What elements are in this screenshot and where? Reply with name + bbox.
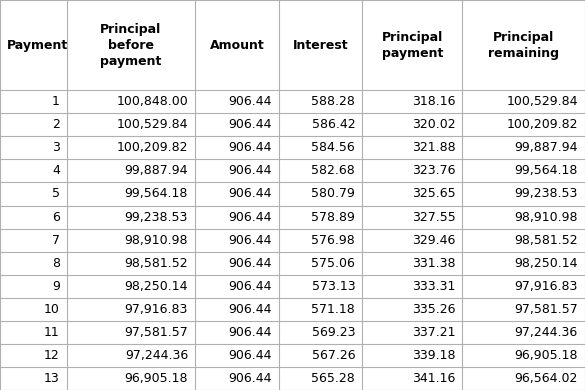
Text: 7: 7 <box>52 234 60 246</box>
Text: 569.23: 569.23 <box>312 326 355 339</box>
Text: 96,905.18: 96,905.18 <box>125 372 188 385</box>
Text: 341.16: 341.16 <box>412 372 456 385</box>
Text: 327.55: 327.55 <box>412 211 456 223</box>
Text: 96,564.02: 96,564.02 <box>515 372 578 385</box>
Text: 586.42: 586.42 <box>312 118 355 131</box>
Text: 578.89: 578.89 <box>311 211 355 223</box>
Text: 321.88: 321.88 <box>412 141 456 154</box>
Text: 588.28: 588.28 <box>311 95 355 108</box>
Text: 906.44: 906.44 <box>228 280 271 293</box>
Text: 331.38: 331.38 <box>412 257 456 269</box>
Text: 12: 12 <box>44 349 60 362</box>
Text: 906.44: 906.44 <box>228 349 271 362</box>
Text: 100,209.82: 100,209.82 <box>507 118 578 131</box>
Text: 906.44: 906.44 <box>228 188 271 200</box>
Text: 99,887.94: 99,887.94 <box>514 141 578 154</box>
Text: 98,581.52: 98,581.52 <box>125 257 188 269</box>
Text: 97,244.36: 97,244.36 <box>125 349 188 362</box>
Text: 906.44: 906.44 <box>228 95 271 108</box>
Text: 6: 6 <box>52 211 60 223</box>
Text: 98,250.14: 98,250.14 <box>514 257 578 269</box>
Text: 100,529.84: 100,529.84 <box>507 95 578 108</box>
Text: 98,581.52: 98,581.52 <box>514 234 578 246</box>
Text: 325.65: 325.65 <box>412 188 456 200</box>
Text: Amount: Amount <box>209 39 264 51</box>
Text: 100,209.82: 100,209.82 <box>116 141 188 154</box>
Text: 99,238.53: 99,238.53 <box>125 211 188 223</box>
Text: 97,916.83: 97,916.83 <box>515 280 578 293</box>
Text: 906.44: 906.44 <box>228 234 271 246</box>
Text: Principal
payment: Principal payment <box>381 30 443 60</box>
Text: 100,848.00: 100,848.00 <box>116 95 188 108</box>
Text: 320.02: 320.02 <box>412 118 456 131</box>
Text: 11: 11 <box>44 326 60 339</box>
Text: 906.44: 906.44 <box>228 326 271 339</box>
Text: 571.18: 571.18 <box>311 303 355 316</box>
Text: 96,905.18: 96,905.18 <box>514 349 578 362</box>
Text: 337.21: 337.21 <box>412 326 456 339</box>
Text: 906.44: 906.44 <box>228 372 271 385</box>
Text: 100,529.84: 100,529.84 <box>116 118 188 131</box>
Text: 906.44: 906.44 <box>228 303 271 316</box>
Text: 576.98: 576.98 <box>311 234 355 246</box>
Text: 8: 8 <box>52 257 60 269</box>
Text: 582.68: 582.68 <box>311 165 355 177</box>
Text: 323.76: 323.76 <box>412 165 456 177</box>
Text: 10: 10 <box>44 303 60 316</box>
Text: 318.16: 318.16 <box>412 95 456 108</box>
Text: 13: 13 <box>44 372 60 385</box>
Text: Principal
remaining: Principal remaining <box>488 30 559 60</box>
Text: 339.18: 339.18 <box>412 349 456 362</box>
Text: 98,910.98: 98,910.98 <box>514 211 578 223</box>
Text: 5: 5 <box>52 188 60 200</box>
Text: 575.06: 575.06 <box>311 257 355 269</box>
Text: 9: 9 <box>52 280 60 293</box>
Text: 906.44: 906.44 <box>228 141 271 154</box>
Text: 573.13: 573.13 <box>312 280 355 293</box>
Text: 906.44: 906.44 <box>228 211 271 223</box>
Text: 3: 3 <box>52 141 60 154</box>
Text: 97,244.36: 97,244.36 <box>515 326 578 339</box>
Text: 329.46: 329.46 <box>412 234 456 246</box>
Text: 99,564.18: 99,564.18 <box>125 188 188 200</box>
Text: 98,910.98: 98,910.98 <box>125 234 188 246</box>
Text: 2: 2 <box>52 118 60 131</box>
Text: Interest: Interest <box>292 39 348 51</box>
Text: 4: 4 <box>52 165 60 177</box>
Text: 580.79: 580.79 <box>311 188 355 200</box>
Text: 333.31: 333.31 <box>412 280 456 293</box>
Text: Principal
before
payment: Principal before payment <box>100 23 161 67</box>
Text: 906.44: 906.44 <box>228 257 271 269</box>
Text: 567.26: 567.26 <box>312 349 355 362</box>
Text: 565.28: 565.28 <box>311 372 355 385</box>
Text: 98,250.14: 98,250.14 <box>125 280 188 293</box>
Text: 99,564.18: 99,564.18 <box>515 165 578 177</box>
Text: 1: 1 <box>52 95 60 108</box>
Text: 97,916.83: 97,916.83 <box>125 303 188 316</box>
Text: 335.26: 335.26 <box>412 303 456 316</box>
Text: 584.56: 584.56 <box>311 141 355 154</box>
Text: 99,238.53: 99,238.53 <box>515 188 578 200</box>
Text: 97,581.57: 97,581.57 <box>514 303 578 316</box>
Text: 906.44: 906.44 <box>228 165 271 177</box>
Text: 97,581.57: 97,581.57 <box>124 326 188 339</box>
Text: 99,887.94: 99,887.94 <box>125 165 188 177</box>
Text: 906.44: 906.44 <box>228 118 271 131</box>
Text: Payment: Payment <box>7 39 68 51</box>
